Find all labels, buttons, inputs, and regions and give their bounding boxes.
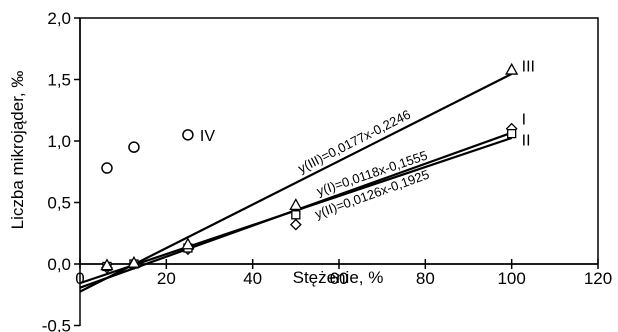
point-IV: [182, 129, 194, 141]
point-IV: [101, 162, 113, 174]
series-label-IV: IV: [200, 128, 215, 145]
x-tick-label: 40: [243, 269, 262, 288]
point-III: [181, 237, 195, 250]
data-points: [100, 62, 519, 274]
point-III: [289, 198, 303, 211]
trend-line-III: [79, 72, 513, 293]
y-tick-label: 1,5: [47, 71, 71, 90]
x-tick-label: 20: [157, 269, 176, 288]
point-III: [127, 255, 141, 268]
y-tick-label: 0,5: [47, 194, 71, 213]
x-tick-label: 0: [75, 269, 84, 288]
x-axis-label: Stężenie, %: [293, 268, 384, 287]
series-label-III: III: [522, 59, 535, 76]
y-tick-label: -0,5: [42, 317, 71, 332]
y-axis-label: Liczba mikrojąder, ‰: [8, 71, 27, 230]
y-tick-label: 0,0: [47, 255, 71, 274]
point-II: [291, 210, 301, 220]
x-tick-label: 80: [416, 269, 435, 288]
point-II: [507, 128, 517, 139]
point-III: [505, 62, 519, 75]
y-tick-label: 1,0: [47, 132, 71, 151]
series-label-II: II: [522, 133, 531, 150]
trend-lines: [79, 72, 513, 293]
series-label-I: I: [522, 112, 526, 129]
point-I: [289, 218, 302, 231]
x-tick-label: 120: [584, 269, 612, 288]
x-axis-ticks: 0 20 40 60 80 100 120: [75, 259, 612, 288]
y-tick-label: 2,0: [47, 9, 71, 28]
y-axis-ticks: -0,5 0,0 0,5 1,0 1,5 2,0: [42, 9, 81, 332]
x-tick-label: 60: [330, 269, 349, 288]
point-III: [100, 258, 114, 271]
point-IV: [128, 141, 140, 153]
x-tick-label: 100: [497, 269, 525, 288]
